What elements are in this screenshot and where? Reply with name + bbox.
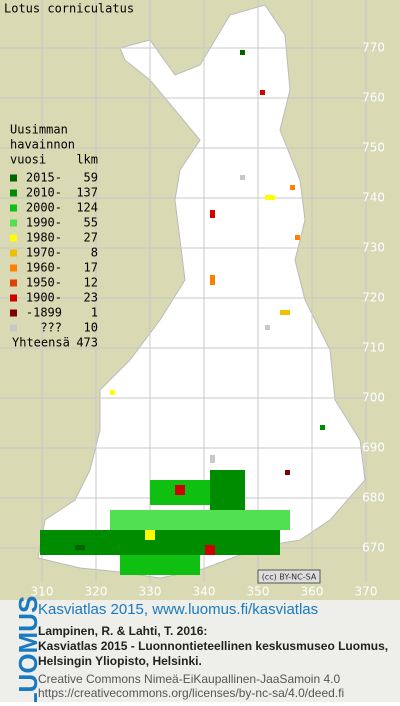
- legend-label: -1899: [26, 306, 62, 320]
- legend-count: 1: [91, 306, 98, 320]
- legend-count: 59: [84, 171, 98, 185]
- legend-label: 1900-: [26, 291, 62, 305]
- legend-count: 17: [84, 261, 98, 275]
- axis-labels: 770 760 750 740 730 720 710 700 690 680 670 310 320 3…: [31, 41, 385, 599]
- y-label: 700: [362, 391, 385, 405]
- legend-swatch: [10, 234, 17, 242]
- x-label: 330: [139, 585, 162, 599]
- square-cluster: [120, 555, 200, 575]
- y-label: 670: [362, 541, 385, 555]
- x-label: 340: [193, 585, 216, 599]
- square: [260, 90, 265, 95]
- square: [295, 235, 300, 240]
- square-cluster: [210, 470, 245, 510]
- legend-label: 1960-: [26, 261, 62, 275]
- x-label: 310: [31, 585, 54, 599]
- legend-count: 124: [76, 201, 98, 215]
- legend-swatch: [10, 264, 17, 272]
- legend-count: 10: [84, 321, 98, 335]
- square: [75, 545, 85, 550]
- legend-label: 1990-: [26, 216, 62, 230]
- square: [210, 210, 215, 218]
- license-badge-text: (cc) BY-NC-SA: [262, 573, 317, 582]
- legend-swatch: [10, 174, 17, 182]
- y-label: 710: [362, 341, 385, 355]
- square: [265, 195, 275, 200]
- square: [210, 455, 215, 463]
- x-label: 320: [85, 585, 108, 599]
- legend-swatch: [10, 294, 17, 302]
- legend-count: 55: [84, 216, 98, 230]
- legend-count: 12: [84, 276, 98, 290]
- square: [205, 545, 215, 555]
- legend-label: 2015-: [26, 171, 62, 185]
- legend-heading: havainnon: [10, 138, 75, 152]
- legend-swatch: [10, 219, 17, 227]
- square: [265, 325, 270, 330]
- square: [290, 185, 295, 190]
- legend-label: 1970-: [26, 246, 62, 260]
- y-label: 680: [362, 491, 385, 505]
- y-label: 750: [362, 141, 385, 155]
- legend-label: 1980-: [26, 231, 62, 245]
- legend-count: 27: [84, 231, 98, 245]
- citation-line: Helsingin Yliopisto, Helsinki.: [38, 654, 202, 668]
- legend-swatch: [10, 189, 17, 197]
- legend-heading: Uusimman: [10, 123, 68, 137]
- citation-line: Lampinen, R. & Lahti, T. 2016:: [38, 624, 207, 638]
- legend-label: 2010-: [26, 186, 62, 200]
- y-label: 740: [362, 191, 385, 205]
- headline: Kasviatlas 2015, www.luomus.fi/kasviatla…: [38, 601, 318, 618]
- legend-label: 2000-: [26, 201, 62, 215]
- footer-background: [0, 600, 400, 702]
- y-label: 720: [362, 291, 385, 305]
- x-label: 370: [355, 585, 378, 599]
- legend-swatch: [10, 279, 17, 287]
- legend-count: 137: [76, 186, 98, 200]
- species-title: Lotus corniculatus: [4, 2, 134, 16]
- legend-count: 23: [84, 291, 98, 305]
- y-label: 760: [362, 91, 385, 105]
- square-cluster: [110, 510, 290, 530]
- y-label: 770: [362, 41, 385, 55]
- legend-swatch: [10, 324, 17, 332]
- legend-count-heading: lkm: [76, 153, 98, 167]
- square: [280, 310, 290, 315]
- square: [145, 530, 155, 540]
- y-label: 730: [362, 241, 385, 255]
- legend-total: 473: [76, 336, 98, 350]
- legend-swatch: [10, 249, 17, 257]
- legend-heading: vuosi: [10, 153, 46, 167]
- citation-line: Kasviatlas 2015 - Luonnontieteellinen ke…: [38, 639, 388, 653]
- observation-squares: [40, 50, 325, 575]
- license-line: Creative Commons Nimeä-EiKaupallinen-Jaa…: [38, 672, 340, 686]
- square: [240, 50, 245, 55]
- brand: LUOMUS: [13, 596, 43, 702]
- square: [110, 390, 115, 395]
- square: [285, 470, 290, 475]
- x-label: 350: [247, 585, 270, 599]
- square-cluster: [40, 530, 280, 555]
- legend-count: 8: [91, 246, 98, 260]
- grid: [0, 0, 385, 582]
- legend-label: ???: [40, 321, 62, 335]
- x-label: 360: [301, 585, 324, 599]
- square: [175, 485, 185, 495]
- square: [210, 275, 215, 285]
- square: [240, 175, 245, 180]
- license-badge: [257, 569, 321, 584]
- y-label: 690: [362, 441, 385, 455]
- legend-total-label: Yhteensä: [12, 336, 70, 350]
- legend-swatch: [10, 204, 17, 212]
- legend-label: 1950-: [26, 276, 62, 290]
- square: [320, 425, 325, 430]
- license-line: https://creativecommons.org/licenses/by-…: [38, 686, 344, 700]
- legend-swatch: [10, 309, 17, 317]
